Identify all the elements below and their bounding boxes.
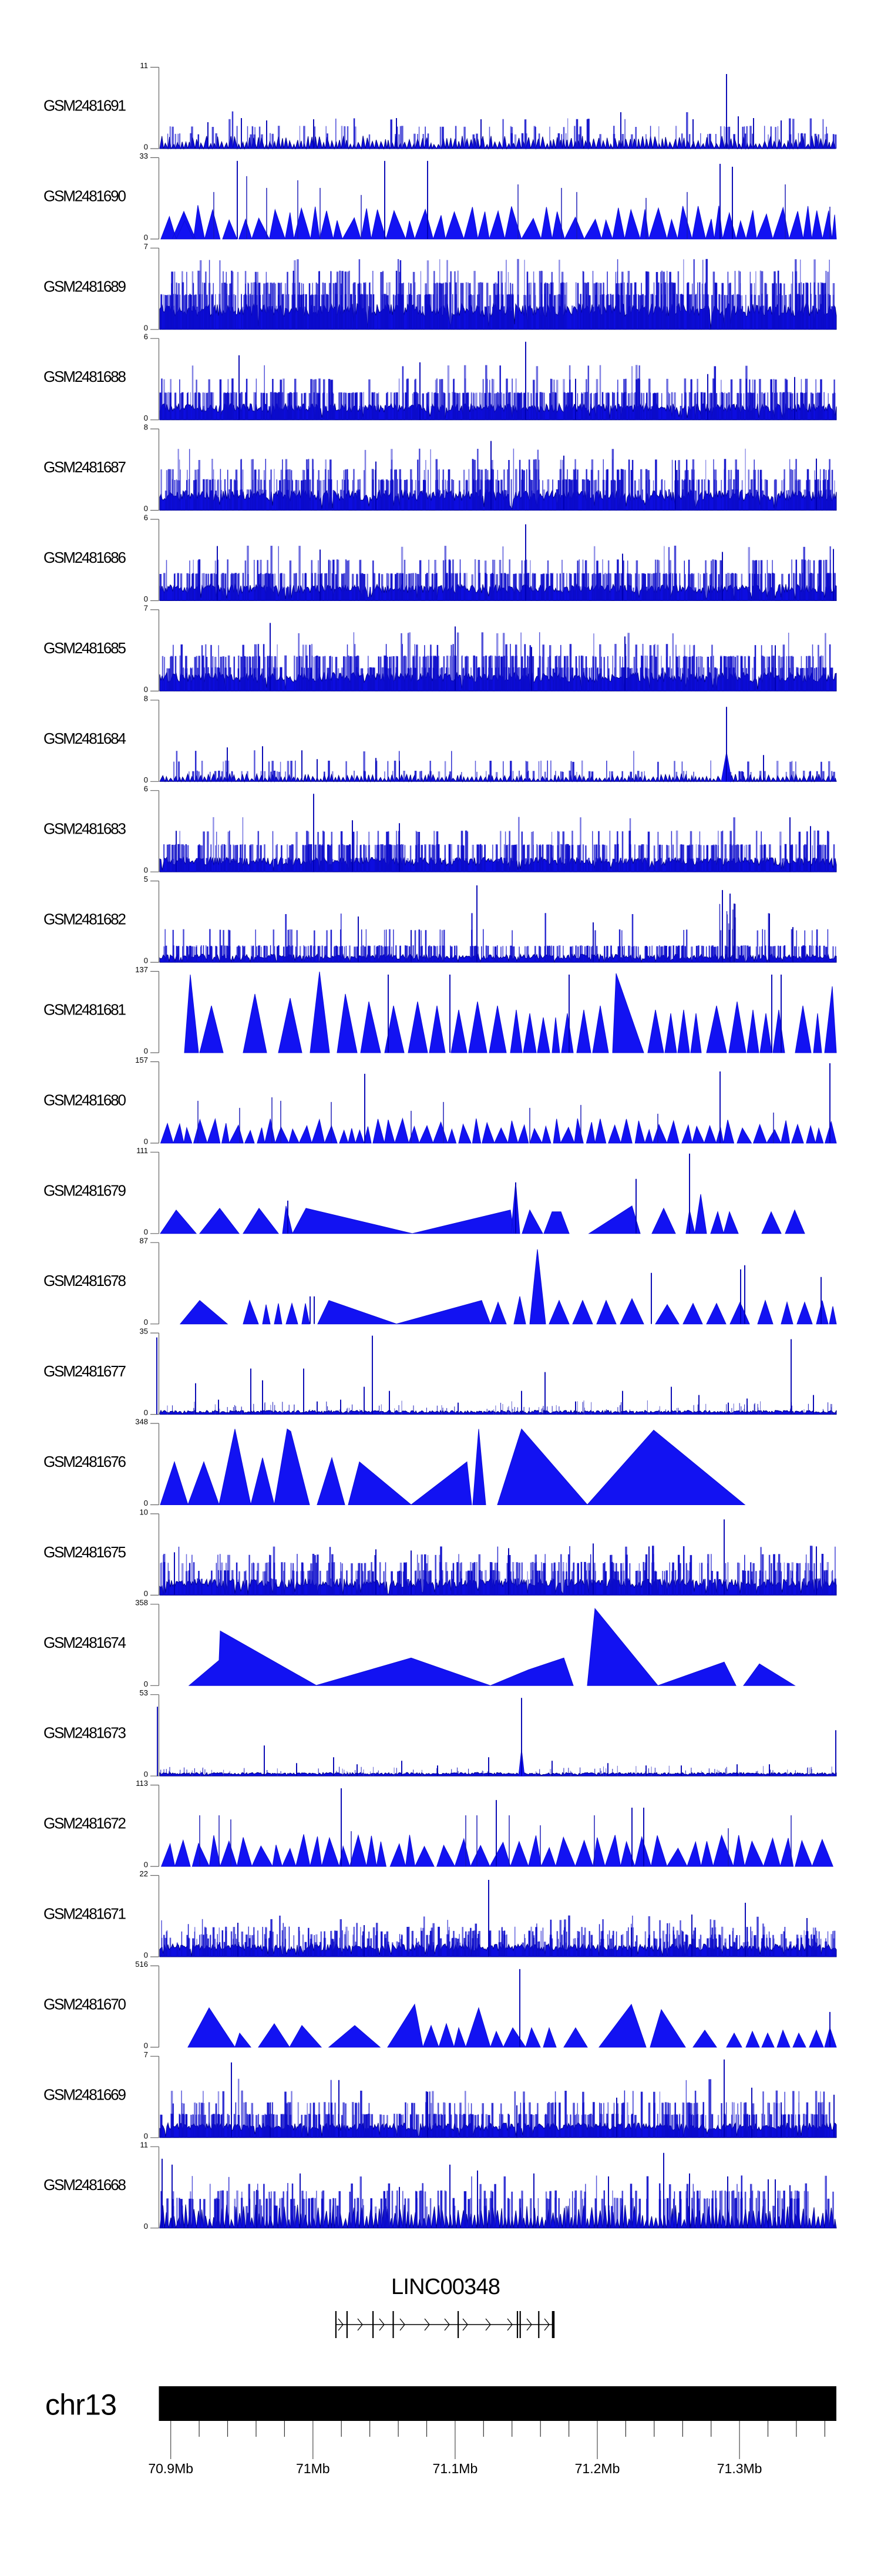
svg-text:GSM2481676: GSM2481676 [43, 1453, 126, 1470]
svg-text:7: 7 [144, 242, 148, 251]
svg-text:0: 0 [144, 1047, 148, 1056]
svg-text:GSM2481671: GSM2481671 [43, 1905, 126, 1923]
svg-text:11: 11 [140, 61, 149, 70]
svg-text:0: 0 [144, 595, 148, 603]
svg-text:11: 11 [140, 2141, 149, 2150]
svg-text:87: 87 [140, 1237, 148, 1245]
svg-text:0: 0 [144, 956, 148, 965]
svg-text:GSM2481672: GSM2481672 [43, 1815, 126, 1832]
svg-text:chr13: chr13 [45, 2389, 117, 2421]
svg-text:0: 0 [144, 1137, 148, 1146]
svg-text:7: 7 [144, 603, 148, 612]
svg-text:22: 22 [140, 1869, 148, 1878]
svg-text:10: 10 [140, 1507, 148, 1516]
svg-text:0: 0 [144, 1951, 148, 1960]
svg-text:71.2Mb: 71.2Mb [575, 2461, 620, 2476]
svg-text:0: 0 [144, 1318, 148, 1326]
svg-text:GSM2481679: GSM2481679 [43, 1181, 126, 1199]
svg-text:0: 0 [144, 2131, 148, 2140]
svg-text:GSM2481680: GSM2481680 [43, 1091, 126, 1109]
svg-text:GSM2481689: GSM2481689 [43, 277, 126, 295]
svg-text:GSM2481678: GSM2481678 [43, 1272, 126, 1289]
svg-text:70.9Mb: 70.9Mb [148, 2461, 193, 2476]
svg-text:8: 8 [144, 694, 148, 703]
svg-text:33: 33 [140, 152, 148, 160]
svg-text:0: 0 [144, 775, 148, 784]
svg-text:0: 0 [144, 1227, 148, 1236]
svg-text:GSM2481682: GSM2481682 [43, 911, 126, 928]
svg-text:137: 137 [135, 965, 148, 974]
svg-text:GSM2481691: GSM2481691 [43, 97, 126, 115]
svg-text:71.1Mb: 71.1Mb [433, 2461, 478, 2476]
svg-text:0: 0 [144, 143, 148, 152]
svg-text:0: 0 [144, 414, 148, 422]
svg-text:0: 0 [144, 233, 148, 241]
svg-text:6: 6 [144, 784, 148, 793]
svg-text:GSM2481686: GSM2481686 [43, 549, 126, 566]
svg-text:111: 111 [136, 1146, 148, 1155]
svg-text:GSM2481690: GSM2481690 [43, 187, 126, 204]
svg-text:0: 0 [144, 2222, 148, 2231]
svg-text:53: 53 [140, 1688, 148, 1697]
svg-text:7: 7 [144, 2050, 148, 2059]
svg-text:0: 0 [144, 504, 148, 513]
svg-text:6: 6 [144, 333, 148, 341]
svg-text:113: 113 [136, 1779, 148, 1788]
svg-text:GSM2481681: GSM2481681 [43, 1001, 126, 1019]
svg-text:5: 5 [144, 875, 148, 884]
svg-text:GSM2481688: GSM2481688 [43, 368, 126, 385]
svg-text:358: 358 [135, 1598, 148, 1607]
svg-text:GSM2481670: GSM2481670 [43, 1995, 126, 2013]
svg-text:0: 0 [144, 1770, 148, 1779]
svg-text:0: 0 [144, 323, 148, 332]
svg-text:35: 35 [140, 1327, 148, 1336]
svg-text:0: 0 [144, 685, 148, 694]
svg-text:0: 0 [144, 1860, 148, 1869]
svg-text:71.3Mb: 71.3Mb [717, 2461, 762, 2476]
svg-text:GSM2481675: GSM2481675 [43, 1543, 126, 1561]
svg-text:0: 0 [144, 1499, 148, 1507]
svg-text:GSM2481687: GSM2481687 [43, 458, 126, 476]
svg-text:0: 0 [144, 1680, 148, 1688]
svg-text:8: 8 [144, 423, 148, 432]
svg-text:0: 0 [144, 2041, 148, 2050]
svg-text:0: 0 [144, 866, 148, 875]
svg-text:GSM2481669: GSM2481669 [43, 2085, 126, 2103]
svg-text:516: 516 [135, 1960, 148, 1969]
svg-text:0: 0 [144, 1589, 148, 1598]
svg-text:71Mb: 71Mb [296, 2461, 330, 2476]
svg-text:GSM2481677: GSM2481677 [43, 1362, 126, 1380]
svg-text:6: 6 [144, 513, 148, 522]
svg-text:GSM2481683: GSM2481683 [43, 820, 126, 838]
svg-text:348: 348 [135, 1418, 148, 1426]
svg-text:GSM2481685: GSM2481685 [43, 639, 126, 657]
svg-text:0: 0 [144, 1408, 148, 1417]
svg-text:GSM2481668: GSM2481668 [43, 2176, 126, 2194]
svg-text:GSM2481673: GSM2481673 [43, 1724, 126, 1742]
svg-text:157: 157 [135, 1056, 148, 1064]
svg-text:GSM2481674: GSM2481674 [43, 1634, 126, 1651]
svg-text:LINC00348: LINC00348 [391, 2275, 500, 2299]
svg-text:GSM2481684: GSM2481684 [43, 730, 126, 747]
